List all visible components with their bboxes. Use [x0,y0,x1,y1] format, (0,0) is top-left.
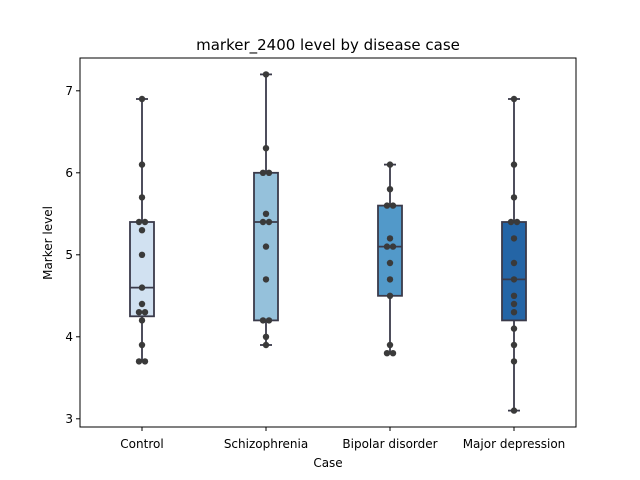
data-point [265,169,273,176]
data-point [265,317,273,324]
box-iqr [129,221,155,318]
y-tick-label: 6 [65,166,73,180]
data-point [386,341,394,349]
data-point [510,341,518,349]
data-point [138,227,146,234]
data-point [510,309,518,316]
plot-frame [79,57,577,428]
data-point [510,407,518,414]
data-point [386,186,394,193]
data-point [507,218,515,226]
data-point [383,243,391,250]
data-point [259,317,267,324]
data-point [510,235,518,242]
data-point [135,358,143,365]
data-point [138,341,146,349]
data-point [135,309,143,316]
data-point [389,243,397,250]
data-point [510,292,518,299]
plot-area: 3 4 5 6 7 Control Schizophrenia Bipolar disorde… [65,71,565,451]
data-point [513,218,521,226]
data-point [383,202,391,209]
x-axis-label: Case [313,456,342,470]
box-group [129,98,155,363]
data-point [135,218,143,226]
data-point [138,95,146,103]
data-point [510,276,518,283]
data-point [510,194,518,201]
data-point [141,358,149,365]
data-point [262,210,270,217]
y-axis-label: Marker level [41,206,55,280]
data-point [510,358,518,365]
data-point [386,292,394,299]
data-point [510,95,518,103]
x-tick-label: Control [120,437,163,451]
data-point [259,169,267,176]
data-point [262,341,270,349]
data-point [389,202,397,209]
data-point [383,350,391,357]
data-point [138,161,146,168]
data-point [259,218,267,226]
data-point [386,161,394,168]
data-point [262,243,270,250]
data-point [386,259,394,267]
data-point [138,317,146,324]
data-point [386,235,394,242]
data-point [510,325,518,332]
y-tick-label: 5 [65,248,73,262]
y-tick-label: 4 [65,330,73,344]
x-tick-label: Major depression [463,437,566,451]
data-point [138,194,146,201]
data-point [138,251,146,258]
data-point [510,300,518,308]
data-point [389,350,397,357]
data-point [141,309,149,316]
y-tick-label: 3 [65,412,73,426]
data-point [138,284,146,291]
data-point [262,71,270,78]
y-tick-label: 7 [65,84,73,98]
data-point [386,276,394,283]
data-point [138,300,146,308]
data-point [510,161,518,168]
chart-title: marker_2400 level by disease case [196,36,460,55]
x-tick-label: Schizophrenia [224,437,308,451]
data-point [510,259,518,267]
data-point [262,333,270,340]
data-point [141,218,149,226]
data-point [262,145,270,152]
x-tick-label: Bipolar disorder [342,437,437,451]
data-point [262,276,270,283]
data-point [265,218,273,226]
